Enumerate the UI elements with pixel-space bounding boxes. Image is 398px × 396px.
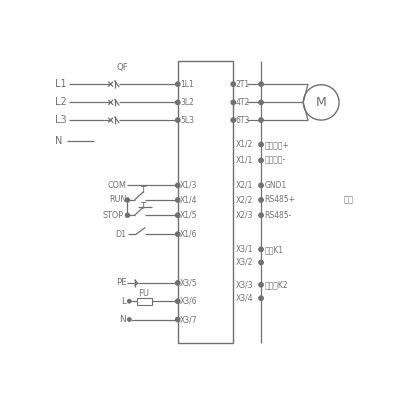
Circle shape xyxy=(259,198,263,202)
Circle shape xyxy=(259,142,263,147)
Text: 4T2: 4T2 xyxy=(236,98,250,107)
Text: X3/4: X3/4 xyxy=(236,294,254,303)
Text: N: N xyxy=(55,137,62,147)
Text: X2/1: X2/1 xyxy=(236,181,253,190)
Circle shape xyxy=(231,82,236,86)
Text: X3/7: X3/7 xyxy=(180,315,198,324)
Circle shape xyxy=(127,318,131,321)
Text: STOP: STOP xyxy=(103,211,124,220)
Text: 模拟输出-: 模拟输出- xyxy=(265,156,286,165)
Text: GND1: GND1 xyxy=(265,181,287,190)
Text: 模拟输出+: 模拟输出+ xyxy=(265,140,290,149)
Text: X1/1: X1/1 xyxy=(236,156,253,165)
Text: X1/6: X1/6 xyxy=(180,230,198,239)
Text: RS485+: RS485+ xyxy=(265,196,296,204)
Text: 故障K1: 故障K1 xyxy=(265,245,284,254)
Circle shape xyxy=(259,260,263,265)
Circle shape xyxy=(259,282,263,287)
Text: X3/3: X3/3 xyxy=(236,280,254,289)
Text: L2: L2 xyxy=(55,97,67,107)
Circle shape xyxy=(127,299,131,303)
Text: 1L1: 1L1 xyxy=(180,80,194,89)
Circle shape xyxy=(259,296,263,301)
Circle shape xyxy=(125,198,130,202)
Text: X3/5: X3/5 xyxy=(180,278,198,287)
Text: 3L2: 3L2 xyxy=(180,98,194,107)
Text: COM: COM xyxy=(107,181,126,190)
Circle shape xyxy=(176,317,180,322)
Bar xyxy=(178,61,233,343)
Circle shape xyxy=(176,299,180,303)
Text: X1/3: X1/3 xyxy=(180,181,198,190)
Circle shape xyxy=(259,158,263,163)
Text: 可编程K2: 可编程K2 xyxy=(265,280,289,289)
Bar xyxy=(137,297,152,305)
Circle shape xyxy=(176,213,180,217)
Text: X1/2: X1/2 xyxy=(236,140,253,149)
Text: M: M xyxy=(316,96,327,109)
Text: T: T xyxy=(140,187,145,195)
Circle shape xyxy=(125,213,130,217)
Circle shape xyxy=(259,100,263,105)
Text: QF: QF xyxy=(116,63,128,72)
Text: X1/4: X1/4 xyxy=(180,196,198,204)
Text: T: T xyxy=(140,202,145,211)
Circle shape xyxy=(176,82,180,86)
Text: X3/1: X3/1 xyxy=(236,245,253,254)
Text: X3/6: X3/6 xyxy=(180,297,198,306)
Text: N: N xyxy=(119,315,126,324)
Text: X2/2: X2/2 xyxy=(236,196,253,204)
Text: D1: D1 xyxy=(115,230,126,239)
Circle shape xyxy=(176,232,180,236)
Text: RS485-: RS485- xyxy=(265,211,292,220)
Text: 6T3: 6T3 xyxy=(236,116,250,125)
Text: L3: L3 xyxy=(55,115,67,125)
Circle shape xyxy=(259,247,263,252)
Circle shape xyxy=(259,183,263,188)
Text: 2T1: 2T1 xyxy=(236,80,250,89)
Circle shape xyxy=(176,281,180,285)
Circle shape xyxy=(176,100,180,105)
Circle shape xyxy=(259,213,263,217)
Circle shape xyxy=(259,82,263,86)
Text: 通讯: 通讯 xyxy=(343,196,353,204)
Circle shape xyxy=(176,198,180,202)
Circle shape xyxy=(231,100,236,105)
Circle shape xyxy=(259,118,263,122)
Text: RUN: RUN xyxy=(109,196,126,204)
Text: L: L xyxy=(121,297,126,306)
Circle shape xyxy=(176,118,180,122)
Text: X1/5: X1/5 xyxy=(180,211,198,220)
Circle shape xyxy=(231,118,236,122)
Circle shape xyxy=(176,183,180,188)
Text: X2/3: X2/3 xyxy=(236,211,253,220)
Text: PE: PE xyxy=(116,278,126,287)
Text: FU: FU xyxy=(139,289,149,298)
Text: X3/2: X3/2 xyxy=(236,258,253,267)
Text: L1: L1 xyxy=(55,79,67,89)
Text: 5L3: 5L3 xyxy=(180,116,194,125)
